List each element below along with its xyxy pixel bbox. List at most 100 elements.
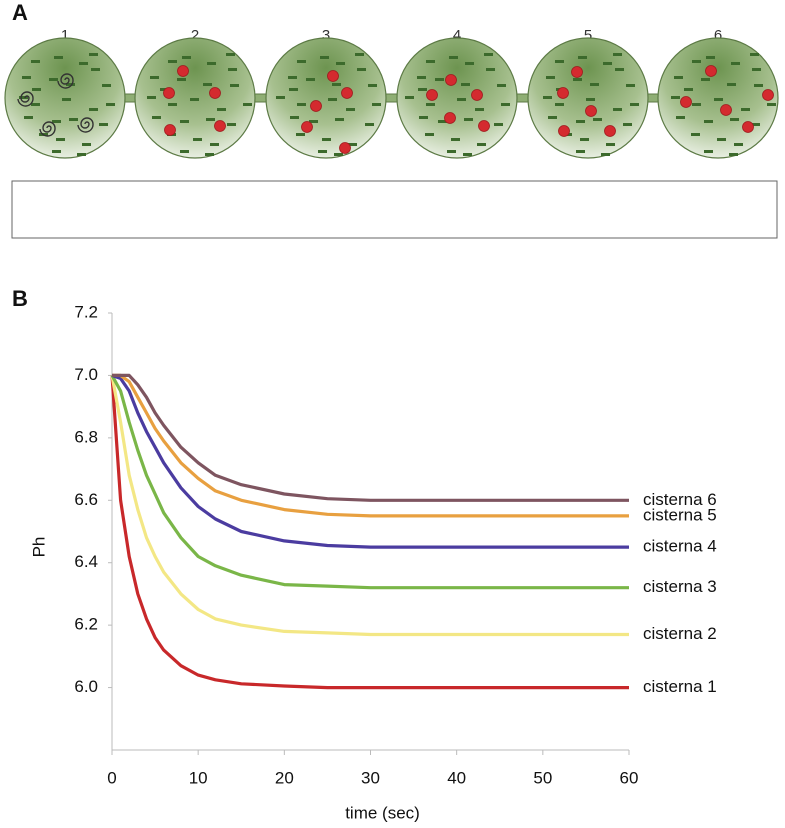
buffer-dash xyxy=(692,60,701,63)
series-label: cisterna 1 xyxy=(643,677,717,696)
buffer-dash xyxy=(210,143,219,146)
buffer-dash xyxy=(205,153,214,156)
buffer-dash xyxy=(168,60,177,63)
channel-dot xyxy=(478,120,490,132)
buffer-dash xyxy=(674,76,683,79)
buffer-dash xyxy=(497,84,506,87)
buffer-dash xyxy=(623,123,632,126)
buffer-dash xyxy=(168,103,177,106)
buffer-dash xyxy=(357,68,366,71)
buffer-dash xyxy=(207,62,216,65)
spiral xyxy=(17,91,34,107)
channel-dot xyxy=(209,87,221,99)
buffer-dash xyxy=(203,83,212,86)
buffer-dash xyxy=(180,120,189,123)
buffer-dash xyxy=(451,138,460,141)
buffer-dash xyxy=(243,103,252,106)
buffer-dash xyxy=(717,138,726,141)
buffer-dash xyxy=(335,118,344,121)
chart: 6.0 6.2 6.4 6.6 6.8 7.0 7.2 0 10 20 30 40 50 60 time (… xyxy=(29,302,716,822)
buffer-dash xyxy=(24,116,33,119)
channel-dot xyxy=(680,96,692,108)
buffer-dash xyxy=(180,150,189,153)
series-label: cisterna 3 xyxy=(643,577,717,596)
buffer-dash xyxy=(449,56,458,59)
x-tick-label: 10 xyxy=(189,768,208,787)
buffer-dash xyxy=(731,62,740,65)
buffer-dash xyxy=(318,150,327,153)
buffer-dash xyxy=(372,103,381,106)
buffer-dash xyxy=(603,62,612,65)
buffer-dash xyxy=(727,83,736,86)
buffer-dash xyxy=(555,60,564,63)
y-tick-label: 6.8 xyxy=(74,427,98,446)
buffer-dash xyxy=(730,118,739,121)
buffer-dash xyxy=(447,150,456,153)
buffer-dash xyxy=(56,138,65,141)
buffer-dash xyxy=(767,103,776,106)
y-tick-label: 6.6 xyxy=(74,490,98,509)
legend-box xyxy=(11,180,778,239)
channel-dot xyxy=(214,120,226,132)
series-line xyxy=(112,373,629,502)
series-line xyxy=(112,373,629,518)
x-tick-label: 40 xyxy=(447,768,466,787)
buffer-dash xyxy=(226,53,235,56)
buffer-dash xyxy=(751,123,760,126)
buffer-dash xyxy=(79,62,88,65)
buffer-dash xyxy=(227,123,236,126)
buffer-dash xyxy=(692,103,701,106)
buffer-dash xyxy=(704,120,713,123)
buffer-dash xyxy=(49,78,58,81)
buffer-dash xyxy=(425,133,434,136)
buffer-dash xyxy=(288,76,297,79)
buffer-dash xyxy=(336,62,345,65)
buffer-dash xyxy=(590,83,599,86)
buffer-dash xyxy=(593,118,602,121)
channel-dot xyxy=(585,105,597,117)
buffer-dash xyxy=(355,53,364,56)
channel-dot xyxy=(310,100,322,112)
buffer-dash xyxy=(486,68,495,71)
buffer-dash xyxy=(106,103,115,106)
series-line xyxy=(110,374,629,590)
buffer-dash xyxy=(729,153,738,156)
channel-dot xyxy=(557,87,569,99)
channel-dot xyxy=(339,142,351,154)
buffer-dash xyxy=(297,60,306,63)
buffer-dash xyxy=(418,88,427,91)
buffer-dash xyxy=(435,78,444,81)
series-line xyxy=(110,375,629,690)
buffer-dash xyxy=(615,68,624,71)
buffer-dash xyxy=(332,83,341,86)
series-label: cisterna 6 xyxy=(643,490,717,509)
channel-dot xyxy=(445,74,457,86)
buffer-dash xyxy=(580,138,589,141)
buffer-dash xyxy=(62,98,71,101)
buffer-dash xyxy=(601,153,610,156)
buffer-dash xyxy=(750,53,759,56)
buffer-dash xyxy=(586,98,595,101)
buffer-dash xyxy=(152,116,161,119)
buffer-dash xyxy=(576,150,585,153)
channel-dot xyxy=(558,125,570,137)
buffer-dash xyxy=(494,123,503,126)
buffer-dash xyxy=(289,88,298,91)
buffer-dash xyxy=(147,96,156,99)
buffer-dash xyxy=(438,120,447,123)
buffer-dash xyxy=(426,60,435,63)
buffer-dash xyxy=(578,56,587,59)
buffer-dash xyxy=(365,123,374,126)
buffer-dash xyxy=(52,150,61,153)
buffer-dash xyxy=(276,96,285,99)
channel-dot xyxy=(762,89,774,101)
buffer-dash xyxy=(626,84,635,87)
channel-dot xyxy=(341,87,353,99)
buffer-dash xyxy=(706,56,715,59)
buffer-dash xyxy=(306,78,315,81)
channel-dot xyxy=(177,65,189,77)
buffer-dash xyxy=(606,143,615,146)
x-tick-label: 20 xyxy=(275,768,294,787)
series-label: cisterna 4 xyxy=(643,537,717,556)
buffer-dash xyxy=(754,84,763,87)
